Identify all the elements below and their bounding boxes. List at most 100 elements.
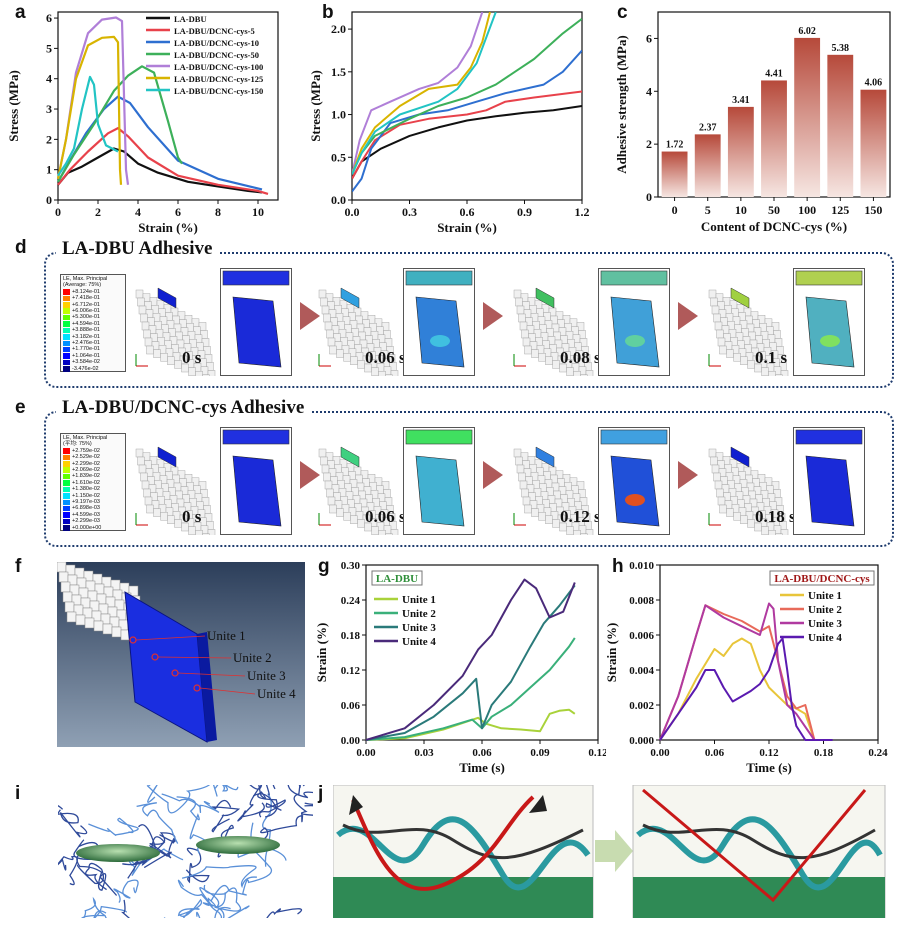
chain-red: [351, 795, 535, 891]
y-tick-label: 2: [646, 137, 652, 151]
mesh-cell: [324, 321, 333, 331]
fe-detail-svg: [600, 270, 668, 368]
legend-label: LA-DBU/DCNC-cys-10: [174, 38, 259, 48]
mesh-cell: [761, 367, 769, 376]
legend-color-swatch: [63, 295, 70, 302]
fe-detail-box: [793, 427, 865, 535]
mesh-cell: [552, 360, 560, 369]
mesh-cell: [138, 464, 147, 474]
mesh-grid: [708, 448, 789, 535]
mesh-cell: [710, 456, 718, 466]
mesh-cell: [357, 360, 365, 369]
legend-row: +1.380e-02: [63, 486, 123, 492]
x-tick-label: 10: [735, 203, 747, 217]
mesh-cell: [714, 480, 723, 490]
mesh-grid: [135, 448, 216, 535]
mesh-cell: [545, 515, 553, 525]
adhesive-strip: [730, 446, 750, 468]
mesh-cell: [780, 370, 789, 376]
mesh-cell: [153, 349, 161, 358]
mesh-cell: [135, 448, 144, 458]
mesh-cell: [573, 370, 581, 376]
legend-value: +5.300e-01: [72, 314, 100, 321]
legend-value: +3.888e-01: [72, 327, 100, 334]
mesh-cell: [371, 526, 379, 535]
mesh-cell: [522, 496, 531, 506]
mesh-cell: [111, 626, 122, 638]
mesh-cell: [320, 456, 328, 466]
legend-label: Unite 3: [808, 618, 842, 630]
mesh-grid: [318, 448, 399, 535]
y-tick-label: 6: [646, 31, 652, 45]
series-line: [659, 637, 816, 741]
panel-label-j: j: [318, 783, 324, 804]
fe-step-arrow: [678, 302, 698, 330]
transition-arrow: [595, 830, 633, 872]
fe-time-label: 0 s: [182, 507, 202, 526]
x-tick-label: 0.00: [356, 747, 376, 759]
adhesive-strip: [730, 287, 750, 309]
series-line: [352, 12, 484, 175]
fe-detail-svg: [405, 429, 473, 527]
mesh-cell: [143, 329, 151, 339]
fe-detail-box: [220, 427, 292, 535]
legend-value: +3.584e-02: [72, 359, 100, 366]
y-tick-label: 0.00: [341, 735, 361, 747]
adhesive-strip: [535, 287, 555, 309]
y-axis-label: Stress (MPa): [6, 70, 21, 142]
y-axis-label: Strain (%): [604, 623, 619, 683]
mesh-cell: [135, 289, 144, 299]
face-view: [232, 455, 282, 527]
top-view: [600, 270, 668, 286]
legend-value: -3.476e-02: [72, 365, 99, 372]
legend-row: +1.610e-02: [63, 480, 123, 486]
face-view: [805, 455, 855, 527]
legend-color-swatch: [63, 512, 70, 518]
legend-color-swatch: [63, 461, 70, 467]
mesh-cell: [716, 488, 724, 498]
bar-value-label: 1.72: [666, 140, 684, 151]
mesh-cell: [716, 329, 724, 339]
hot-spot: [820, 335, 840, 347]
mesh-cell: [713, 313, 721, 323]
mesh-cell: [167, 515, 175, 525]
fe-detail-box: [403, 268, 475, 376]
legend-value: +2.759e-02: [72, 447, 100, 454]
nanocrystal: [76, 844, 160, 862]
legend-value: +2.529e-02: [72, 454, 100, 461]
legend-color-swatch: [63, 308, 70, 314]
panel-label-i: i: [15, 783, 21, 804]
legend-row: +3.584e-02: [63, 359, 123, 365]
mesh-cell: [515, 456, 523, 466]
fe-time-label: 0.06 s: [365, 507, 406, 526]
fe-row-e: [44, 411, 894, 547]
y-axis-label: Adhesive strength (MPa): [614, 35, 629, 173]
mesh-cell: [516, 305, 525, 315]
legend-subtitle: (平均: 75%): [63, 441, 92, 448]
chain: [136, 802, 179, 844]
mesh-cell: [321, 305, 330, 315]
legend-value: +8.124e-01: [72, 288, 100, 295]
x-axis-label: Strain (%): [437, 220, 497, 235]
mesh-cell: [519, 480, 528, 490]
legend-value: +1.064e-01: [72, 352, 100, 359]
top-view: [405, 429, 473, 445]
pull-arrow: [349, 795, 363, 815]
legend-color-swatch: [63, 454, 70, 461]
mesh-cell: [195, 370, 203, 376]
mesh-cell: [188, 526, 196, 535]
x-tick-label: 0.24: [868, 747, 888, 759]
plot-frame: [57, 11, 279, 201]
chart-h-strain-time: 0.00 0.06 0.12 0.18 0.24 0.000 0.002 0.004 0.006…: [604, 560, 888, 775]
mesh-cell: [343, 511, 351, 521]
legend-row: +4.599e-03: [63, 512, 123, 518]
bar-value-label: 5.38: [832, 43, 850, 54]
legend-color-swatch: [63, 302, 70, 308]
mesh-cell: [137, 297, 145, 307]
y-tick-label: 0.002: [629, 700, 654, 712]
hot-spot: [430, 335, 450, 347]
chain: [210, 845, 273, 902]
chain: [146, 785, 218, 814]
fe-mesh-1: [318, 287, 399, 376]
chain: [76, 862, 107, 891]
